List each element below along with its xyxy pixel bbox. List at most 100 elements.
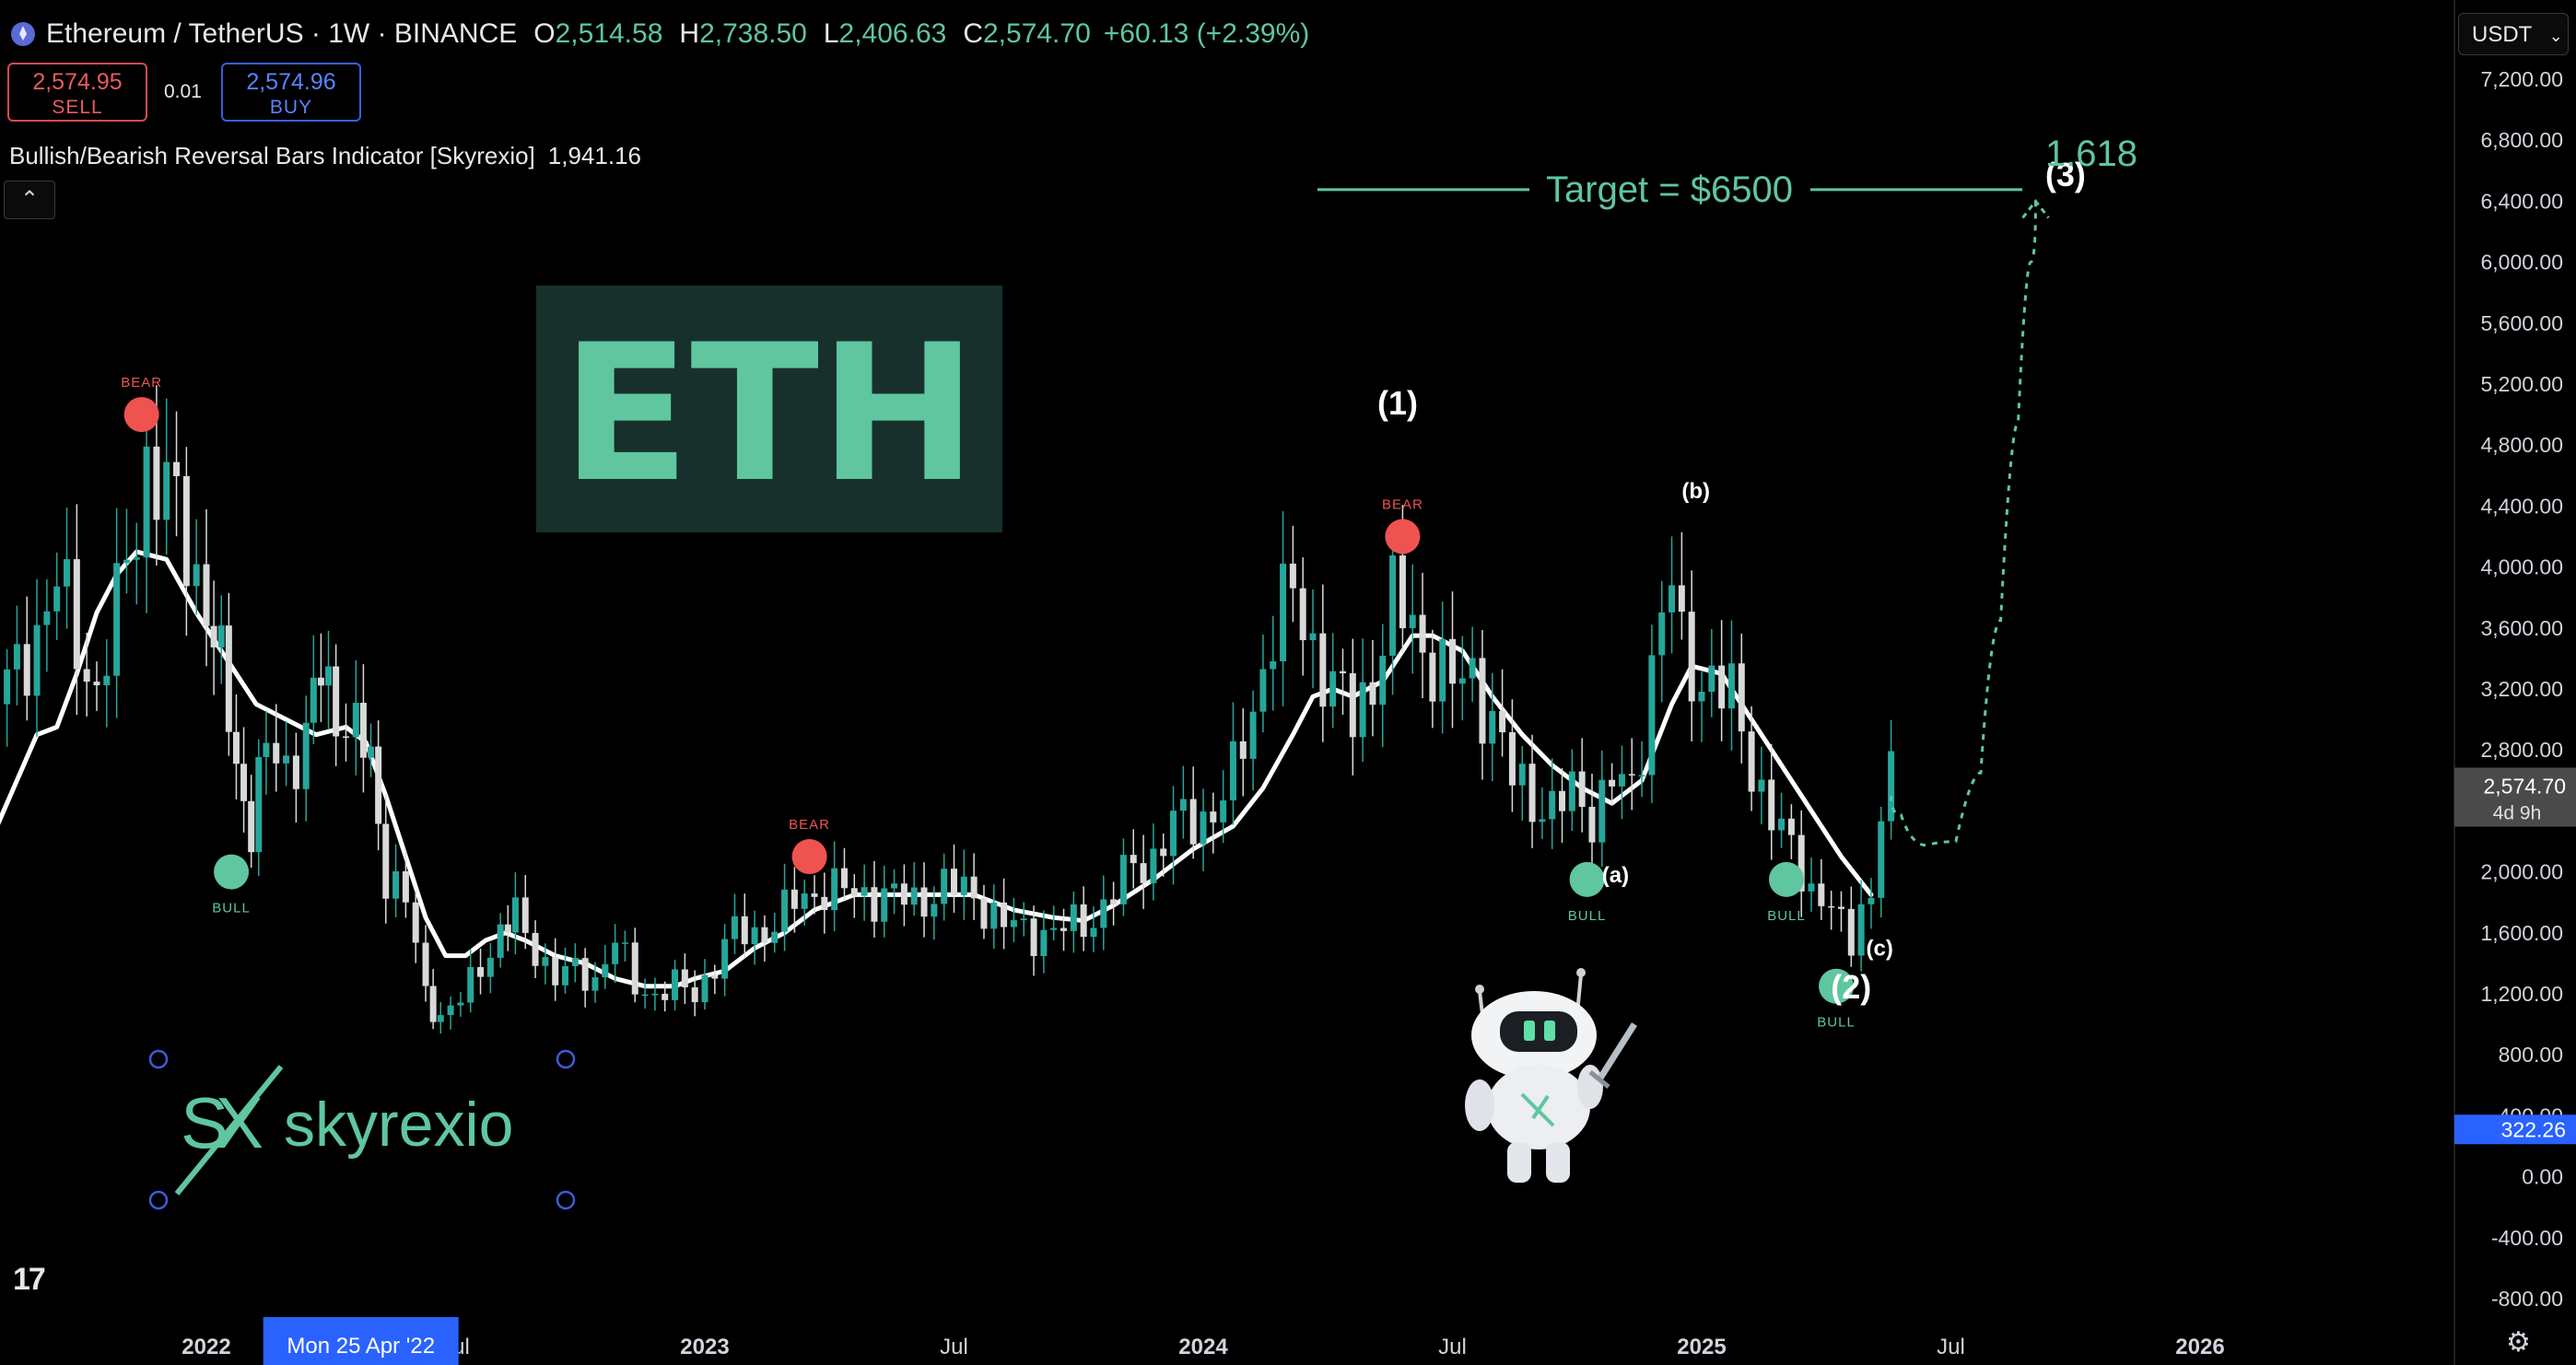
candle — [13, 605, 20, 706]
candle — [1598, 750, 1606, 868]
candle — [1499, 669, 1506, 757]
indicator-price-label: 322.26 — [2454, 1114, 2576, 1145]
collapse-legend-button[interactable]: ⌃ — [4, 181, 55, 219]
candle — [1319, 584, 1327, 742]
svg-text:BEAR: BEAR — [1382, 497, 1423, 513]
bull-signal[interactable]: BULL — [212, 854, 251, 916]
bear-signal[interactable]: BEAR — [789, 817, 830, 875]
candle — [1518, 746, 1526, 821]
svg-text:BULL: BULL — [1767, 908, 1806, 924]
y-tick-label: 0.00 — [2522, 1165, 2563, 1189]
indicator-legend[interactable]: Bullish/Bearish Reversal Bars Indicator … — [9, 142, 641, 170]
svg-text:BULL: BULL — [1568, 908, 1607, 924]
y-tick-label: 6,800.00 — [2480, 128, 2563, 152]
candle — [1150, 823, 1157, 901]
svg-text:X: X — [216, 1082, 263, 1163]
bear-signal[interactable]: BEAR — [121, 375, 162, 433]
candle — [1508, 699, 1516, 812]
candle — [1289, 525, 1296, 623]
wave-label: (3) — [2045, 156, 2086, 193]
sell-button[interactable]: 2,574.95 SELL — [7, 63, 147, 122]
candle — [1458, 636, 1466, 721]
candle — [1568, 749, 1575, 832]
bull-signal[interactable]: BULL — [1767, 861, 1806, 924]
candle — [1787, 804, 1795, 859]
candle — [163, 398, 170, 555]
change-value: +60.13 (+2.39%) — [1103, 18, 1310, 49]
candle — [1060, 908, 1068, 951]
candle — [861, 864, 868, 921]
candle — [1119, 838, 1127, 916]
candle — [292, 732, 299, 823]
y-tick-label: 4,400.00 — [2480, 494, 2563, 518]
candle — [612, 924, 619, 984]
projection-path — [1890, 201, 2037, 847]
candle — [1359, 638, 1366, 763]
chevron-down-icon: ⌄ — [2548, 27, 2563, 45]
candle — [1379, 624, 1387, 748]
y-tick-label: 1,600.00 — [2480, 921, 2563, 945]
skyrexio-logo[interactable]: SX skyrexio — [148, 1049, 576, 1210]
candle — [881, 865, 888, 938]
y-tick-label: 4,800.00 — [2480, 433, 2563, 457]
open-label: O — [533, 18, 556, 49]
candle — [1618, 745, 1625, 820]
candle — [1808, 857, 1815, 912]
gear-icon[interactable]: ⚙ — [2506, 1327, 2531, 1358]
candle — [283, 720, 290, 787]
candle — [232, 694, 240, 799]
y-tick-label: 800.00 — [2499, 1043, 2563, 1067]
buy-button[interactable]: 2,574.96 BUY — [221, 63, 361, 122]
candle — [467, 949, 474, 1013]
candle — [103, 639, 111, 728]
candle — [1748, 706, 1755, 811]
y-tick-label: 4,000.00 — [2480, 555, 2563, 579]
candle — [113, 508, 121, 718]
candle — [83, 633, 90, 717]
candle — [681, 953, 688, 1005]
bear-signal[interactable]: BEAR — [1382, 497, 1423, 554]
candle — [342, 703, 349, 762]
candle — [591, 962, 599, 1003]
candle — [920, 862, 928, 938]
target-label: Target = $6500 — [1546, 169, 1793, 210]
candle — [1828, 891, 1835, 930]
candle — [960, 849, 967, 921]
low-label: L — [823, 18, 839, 49]
candle — [93, 661, 100, 711]
candle — [1010, 897, 1017, 942]
candle — [310, 635, 317, 745]
candle — [1369, 639, 1376, 737]
candle — [840, 847, 848, 900]
bull-signal[interactable]: BULL — [1568, 861, 1607, 924]
candle — [375, 720, 382, 851]
candle — [1110, 881, 1118, 926]
candle — [1220, 770, 1227, 844]
wave-label: (a) — [1602, 863, 1629, 888]
svg-text:2,574.70: 2,574.70 — [2483, 774, 2566, 798]
candle — [871, 860, 878, 938]
tradingview-logo[interactable]: 17 — [13, 1262, 46, 1297]
y-tick-label: 6,400.00 — [2480, 189, 2563, 213]
currency-label: USDT — [2472, 22, 2532, 47]
symbol-title[interactable]: Ethereum / TetherUS · 1W · BINANCE — [46, 18, 518, 49]
candle — [1638, 741, 1645, 798]
candle — [1229, 702, 1236, 825]
eth-overlay-box: ETH — [536, 286, 1002, 532]
candle — [641, 978, 649, 1009]
y-tick-label: 3,200.00 — [2480, 677, 2563, 701]
currency-selector[interactable]: USDT ⌄ — [2458, 13, 2569, 55]
y-tick-label: 5,600.00 — [2480, 311, 2563, 335]
candle — [711, 964, 719, 995]
x-tick-label: Jul — [1937, 1335, 1965, 1359]
candle — [1090, 905, 1097, 952]
candle — [931, 886, 938, 940]
candle — [1170, 786, 1177, 885]
candle — [621, 930, 628, 962]
candle — [173, 411, 181, 537]
candle — [970, 853, 978, 920]
sell-label: SELL — [52, 97, 103, 118]
spread-value: 0.01 — [164, 81, 202, 102]
bull-signal[interactable]: BULL — [1817, 968, 1856, 1031]
